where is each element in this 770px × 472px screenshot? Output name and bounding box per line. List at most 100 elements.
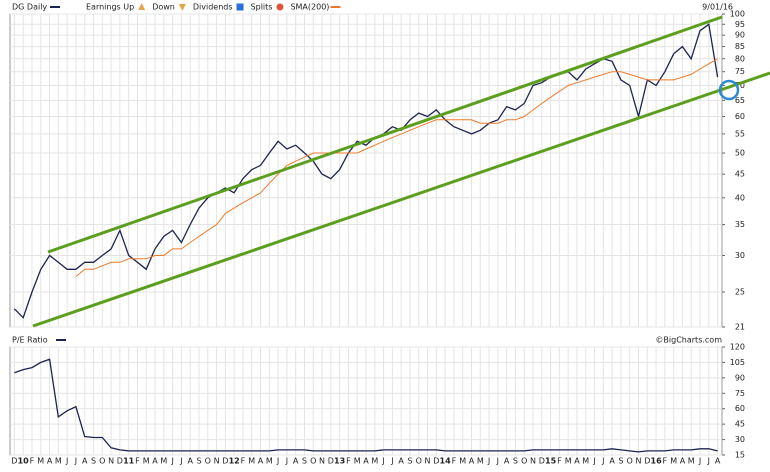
- watermark: ©BigCharts.com: [655, 336, 722, 345]
- legend-marker: [178, 4, 186, 11]
- x-tick-label: 10: [18, 457, 30, 466]
- x-tick-label: S: [196, 457, 201, 466]
- x-tick-label: F: [241, 457, 246, 466]
- y-tick-label: 120: [730, 343, 745, 352]
- y-tick-label: 45: [735, 420, 745, 429]
- x-tick-label: 15: [545, 457, 557, 466]
- y-tick-label: 25: [735, 288, 745, 297]
- y-tick-label: 40: [735, 193, 745, 202]
- x-tick-label: F: [135, 457, 140, 466]
- x-tick-label: N: [530, 457, 536, 466]
- x-tick-label: D: [433, 457, 439, 466]
- x-tick-label: A: [680, 457, 686, 466]
- x-tick-label: N: [214, 457, 220, 466]
- x-tick-label: O: [99, 457, 105, 466]
- y-tick-label: 30: [735, 435, 745, 444]
- x-tick-label: J: [381, 457, 384, 466]
- x-tick-label: S: [91, 457, 96, 466]
- y-tick-label: 75: [735, 67, 745, 76]
- y-tick-label: 75: [735, 389, 745, 398]
- legend: DG Daily Earnings Up Down Dividends Splits SM…: [12, 3, 341, 12]
- trend-line-upper: [47, 15, 723, 254]
- x-tick-label: A: [363, 457, 369, 466]
- x-tick-label: 14: [440, 457, 452, 466]
- x-tick-label: M: [688, 457, 695, 466]
- series-line: [75, 58, 718, 277]
- y-tick-label: 80: [735, 54, 745, 63]
- panel-legend-label: P/E Ratio: [12, 336, 48, 345]
- x-tick-label: 11: [123, 457, 135, 466]
- x-tick-label: A: [187, 457, 193, 466]
- x-tick-label: A: [715, 457, 721, 466]
- x-tick-label: M: [354, 457, 361, 466]
- x-tick-label: J: [285, 457, 288, 466]
- x-tick-label: S: [302, 457, 307, 466]
- x-tick-label: F: [663, 457, 668, 466]
- y-tick-label: 55: [735, 129, 745, 138]
- x-tick-label: A: [293, 457, 299, 466]
- y-tick-label: 45: [735, 170, 745, 179]
- x-tick-label: M: [143, 457, 150, 466]
- y-tick-label: 85: [735, 42, 745, 51]
- x-tick-label: J: [390, 457, 393, 466]
- x-tick-label: O: [521, 457, 527, 466]
- x-tick-label: J: [276, 457, 279, 466]
- x-tick-label: M: [565, 457, 572, 466]
- legend-label: DG Daily: [12, 3, 47, 12]
- y-tick-label: 30: [735, 251, 745, 260]
- y-tick-label: 50: [735, 149, 745, 158]
- legend-label: SMA(200): [290, 3, 329, 12]
- x-tick-label: A: [82, 457, 88, 466]
- x-tick-label: A: [609, 457, 615, 466]
- x-tick-label: D: [539, 457, 545, 466]
- legend-label: Splits: [251, 3, 273, 12]
- legend-marker: [276, 3, 284, 11]
- x-tick-label: N: [425, 457, 431, 466]
- x-tick-label: A: [152, 457, 158, 466]
- x-tick-label: J: [707, 457, 710, 466]
- legend-label: Down: [152, 3, 175, 12]
- x-tick-label: O: [416, 457, 422, 466]
- series-line: [14, 358, 718, 453]
- y-tick-label: 95: [735, 20, 745, 29]
- x-tick-label: J: [65, 457, 68, 466]
- y-tick-label: 60: [735, 404, 745, 413]
- x-tick-label: J: [179, 457, 182, 466]
- x-tick-label: M: [248, 457, 255, 466]
- x-tick-label: D: [117, 457, 123, 466]
- x-tick-label: D: [222, 457, 228, 466]
- legend-marker: [138, 3, 146, 10]
- x-tick-label: J: [74, 457, 77, 466]
- x-tick-label: M: [477, 457, 484, 466]
- x-tick-label: A: [398, 457, 404, 466]
- legend-marker: [236, 3, 244, 11]
- x-tick-label: J: [592, 457, 595, 466]
- x-tick-label: S: [618, 457, 623, 466]
- y-tick-label: 15: [735, 451, 745, 460]
- y-tick-label: 65: [735, 96, 745, 105]
- x-tick-label: A: [47, 457, 53, 466]
- y-tick-label: 90: [735, 373, 745, 382]
- x-tick-label: O: [310, 457, 316, 466]
- x-tick-label: A: [504, 457, 510, 466]
- y-tick-label: 35: [735, 220, 745, 229]
- x-tick-label: J: [487, 457, 490, 466]
- y-tick-label: 100: [730, 10, 745, 19]
- legend-label: Dividends: [193, 3, 233, 12]
- y-tick-label: 90: [735, 31, 745, 40]
- x-tick-label: N: [319, 457, 325, 466]
- x-tick-label: D: [11, 457, 17, 466]
- y-tick-label: 70: [735, 81, 745, 90]
- x-tick-label: F: [452, 457, 457, 466]
- x-tick-label: D: [328, 457, 334, 466]
- x-tick-label: A: [574, 457, 580, 466]
- x-tick-label: M: [459, 457, 466, 466]
- x-tick-label: F: [30, 457, 35, 466]
- x-tick-label: D: [644, 457, 650, 466]
- x-tick-label: M: [266, 457, 273, 466]
- x-tick-label: O: [205, 457, 211, 466]
- x-tick-label: J: [698, 457, 701, 466]
- trend-line-lower: [32, 71, 770, 328]
- x-tick-label: M: [582, 457, 589, 466]
